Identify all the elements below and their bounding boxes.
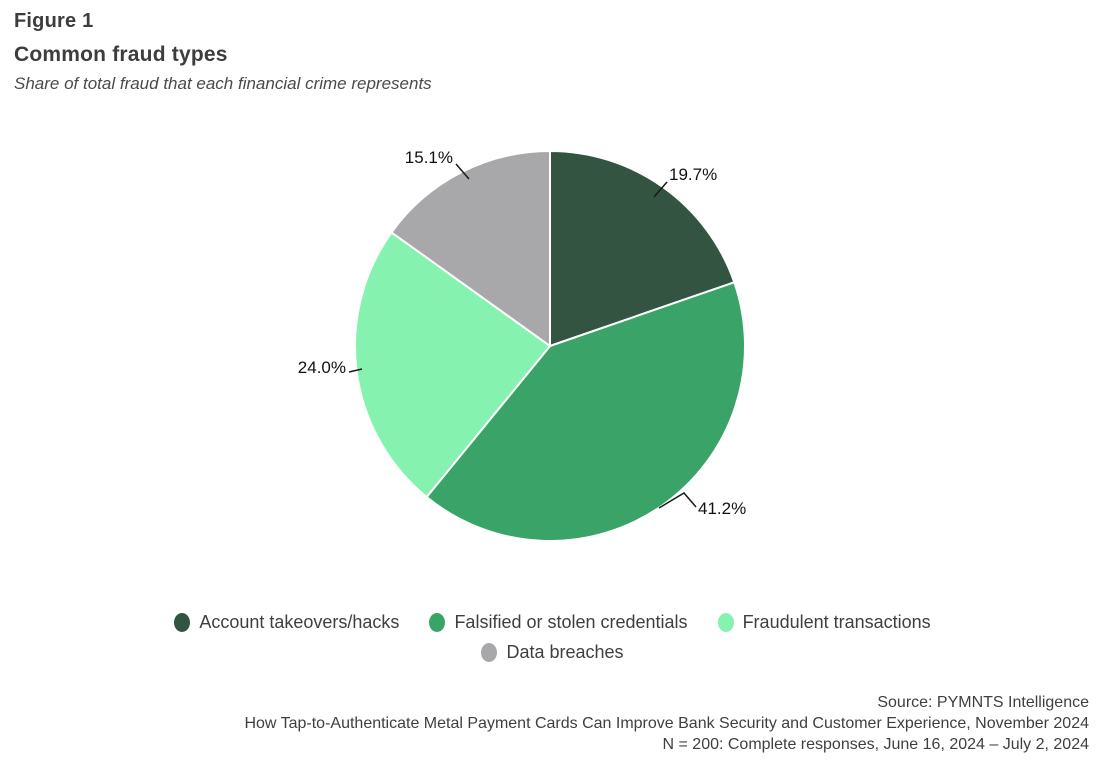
leader-line-fraudulent-transactions xyxy=(348,368,363,373)
legend-item-account-takeovers-hacks: Account takeovers/hacks xyxy=(174,612,399,633)
legend-item-data-breaches: Data breaches xyxy=(481,642,624,663)
legend-dot-icon xyxy=(174,613,191,632)
leader-line-data-breaches xyxy=(455,163,470,180)
legend-dot-icon xyxy=(429,613,446,632)
figure-subtitle: Share of total fraud that each financial… xyxy=(14,74,432,93)
pie-value-label-account-takeovers-hacks: 19.7% xyxy=(669,165,717,184)
leader-line-falsified-or-stolen-credentials xyxy=(658,492,697,509)
figure-header: Figure 1 Common fraud types Share of tot… xyxy=(14,10,432,94)
legend-label: Account takeovers/hacks xyxy=(199,612,400,632)
chart-legend: Account takeovers/hacks Falsified or stol… xyxy=(0,612,1105,663)
pie-value-label-falsified-or-stolen-credentials: 41.2% xyxy=(698,499,746,518)
figure-label: Figure 1 xyxy=(14,10,94,32)
pie-value-label-fraudulent-transactions: 24.0% xyxy=(298,358,346,377)
source-line-1: Source: PYMNTS Intelligence xyxy=(877,694,1089,711)
pie-chart: 19.7% 41.2% 24.0% 15.1% xyxy=(298,148,746,542)
legend-label: Falsified or stolen credentials xyxy=(454,612,688,632)
source-line-3: N = 200: Complete responses, June 16, 20… xyxy=(662,736,1090,753)
legend-dot-icon xyxy=(717,613,734,632)
pie-slice-fraudulent-transactions xyxy=(354,231,551,499)
legend-row: Account takeovers/hacks Falsified or stol… xyxy=(174,612,931,633)
figure-title: Common fraud types xyxy=(14,43,228,66)
legend-label: Fraudulent transactions xyxy=(742,612,931,632)
legend-item-fraudulent-transactions: Fraudulent transactions xyxy=(717,612,931,633)
legend-dot-icon xyxy=(481,643,498,662)
legend-row: Data breaches xyxy=(481,642,624,663)
legend-item-falsified-or-stolen-credentials: Falsified or stolen credentials xyxy=(429,612,688,633)
source-line-2: How Tap-to-Authenticate Metal Payment Ca… xyxy=(244,715,1089,732)
leader-line-account-takeovers-hacks xyxy=(653,181,668,198)
source-note: Source: PYMNTS Intelligence How Tap-to-A… xyxy=(14,692,1089,755)
pie-slice-data-breaches xyxy=(390,150,551,347)
pie-value-label-data-breaches: 15.1% xyxy=(405,148,453,167)
legend-label: Data breaches xyxy=(506,642,624,662)
